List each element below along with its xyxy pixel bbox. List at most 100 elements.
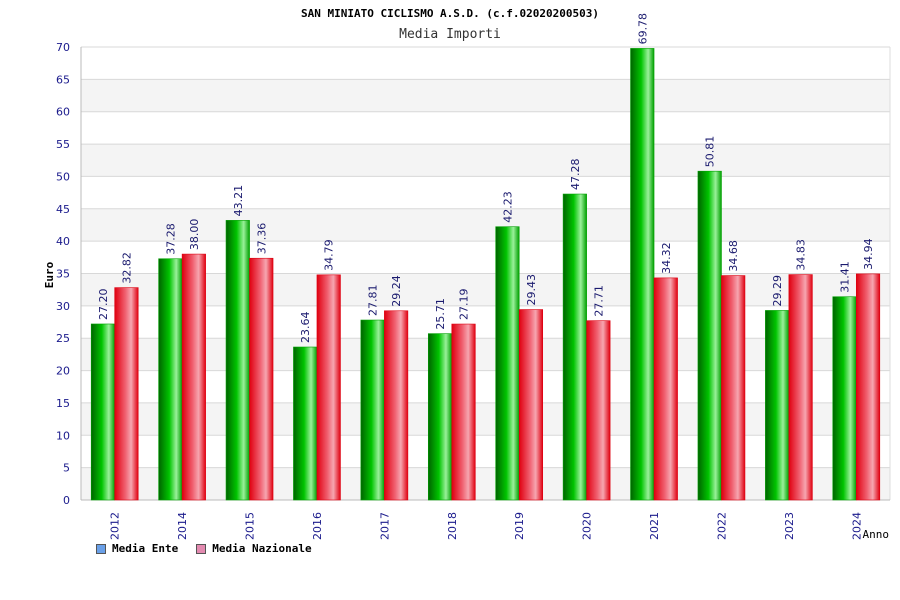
grid-band [81,208,890,242]
bar-ente [360,319,385,501]
bar-nazionale [181,253,206,501]
bar-ente [158,258,183,501]
grid-band [81,79,890,112]
bar-ente [630,48,655,501]
x-tick-label: 2023 [783,512,796,540]
y-tick-label: 40 [56,235,70,248]
bar-nazionale [788,274,813,501]
y-tick-label: 15 [56,397,70,410]
x-tick-label: 2017 [378,512,391,540]
grid-band [81,402,890,436]
x-tick-label: 2018 [446,512,459,540]
bar-ente [293,346,318,501]
grid-band [81,467,890,500]
x-tick-label: 2012 [109,512,122,540]
legend-swatch-nazionale [196,543,207,554]
bar-ente [832,296,857,501]
y-axis-title: Euro [43,261,56,288]
chart-title: SAN MINIATO CICLISMO A.S.D. (c.f.0202020… [301,7,599,20]
x-axis-ticks: 2012 2014 2015 2016 2017 2018 2019 2020 2021 2022… [109,512,864,540]
y-tick-label: 35 [56,268,70,281]
value-label: 23.64 [299,312,312,344]
value-label: 27.19 [458,289,471,321]
x-tick-label: 2014 [176,512,189,540]
grid-bands [81,47,890,500]
grid-band [81,47,890,80]
grid-band [81,144,890,177]
bar-nazionale [721,275,746,501]
value-label: 50.81 [704,136,717,168]
bar-nazionale [451,323,476,501]
bar-ente [427,333,453,501]
bars [90,48,881,501]
value-label: 27.81 [367,285,380,317]
bar-nazionale [316,274,341,501]
value-label: 69.78 [636,13,649,45]
value-label: 37.28 [164,223,177,255]
y-tick-label: 5 [63,462,70,475]
x-tick-label: 2020 [581,512,594,540]
grid-band [81,435,890,468]
x-tick-label: 2019 [513,512,526,540]
bar-nazionale [384,310,409,501]
x-axis-title: Anno [863,528,890,541]
chart-subtitle: Media Importi [399,27,501,42]
bar-nazionale [518,309,544,501]
legend-item-nazionale: Media Nazionale [196,542,312,555]
x-tick-label: 2016 [311,512,324,540]
value-label: 27.20 [97,288,110,320]
value-label: 31.41 [839,261,852,293]
x-tick-label: 2024 [850,512,863,540]
bar-nazionale [586,320,611,501]
value-label: 29.43 [525,274,538,306]
value-label: 34.68 [727,240,740,272]
x-tick-label: 2021 [648,512,661,540]
value-label: 34.32 [660,242,673,274]
grid-band [81,305,890,339]
value-label: 34.79 [323,239,336,271]
value-label: 34.83 [795,239,808,271]
bar-ente [90,323,116,501]
bar-nazionale [114,287,139,501]
grid-band [81,273,890,306]
value-label: 47.28 [569,159,582,191]
x-tick-label: 2022 [715,512,728,540]
value-label: 29.29 [771,275,784,307]
bar-nazionale [249,257,274,501]
value-label: 43.21 [232,185,245,217]
bar-nazionale [855,273,881,501]
bar-ente [697,170,722,501]
y-tick-label: 50 [56,170,70,183]
grid-band [81,176,890,209]
legend-item-ente: Media Ente [96,542,178,555]
value-label: 32.82 [120,252,133,284]
y-tick-label: 55 [56,138,70,151]
y-tick-label: 25 [56,332,70,345]
bar-ente [562,193,587,501]
grid-band [81,111,890,145]
y-tick-label: 60 [56,106,70,119]
legend-label-nazionale: Media Nazionale [212,542,312,555]
grid-band [81,338,890,371]
y-tick-label: 45 [56,203,70,216]
y-tick-label: 10 [56,429,70,442]
value-labels: 27.20 32.82 37.28 38.00 43.21 37.36 23.64 34.79… [97,13,875,343]
value-label: 38.00 [188,219,201,251]
bar-ente [495,226,520,501]
value-label: 42.23 [501,191,514,223]
y-tick-label: 70 [56,41,70,54]
y-tick-label: 20 [56,365,70,378]
grid-band [81,241,890,274]
value-label: 25.71 [434,298,447,330]
legend-swatch-ente [96,543,106,554]
y-tick-label: 30 [56,300,70,313]
value-label: 27.71 [592,285,605,317]
y-tick-label: 0 [63,494,70,507]
value-label: 37.36 [255,223,268,255]
y-tick-label: 65 [56,73,70,86]
y-axis-ticks: 0 5 10 15 20 25 30 35 40 45 50 55 60 65 70 [56,41,70,507]
bar-ente [225,220,250,501]
grid-lines [80,46,891,501]
value-label: 34.94 [862,238,875,270]
